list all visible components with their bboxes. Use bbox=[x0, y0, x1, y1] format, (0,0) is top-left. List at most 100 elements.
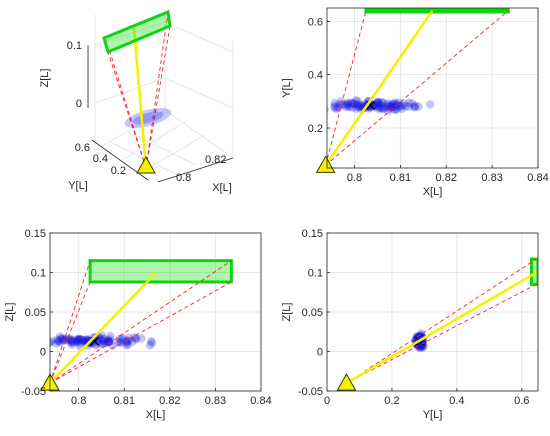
panel-xz-sample-point bbox=[61, 334, 70, 343]
panel-xz-sample-point bbox=[123, 340, 133, 350]
panel-xz-x-label: X[L] bbox=[146, 409, 166, 421]
panel-xz-x-tick-label: 0.8 bbox=[71, 395, 86, 407]
panel-xy-sample-point bbox=[384, 101, 393, 111]
panel-xy-sample-point bbox=[344, 102, 353, 112]
panel-xy-sample-point bbox=[353, 102, 362, 111]
panel-xz-sample-point bbox=[104, 337, 114, 347]
panel-xz-sample-point bbox=[66, 337, 75, 347]
panel-xz-sample-point bbox=[63, 334, 73, 343]
panel-xz-sample-point bbox=[115, 334, 124, 344]
panel-3d-sensor-marker bbox=[136, 155, 156, 174]
panel-xz-y-tick-label: 0.15 bbox=[25, 228, 46, 240]
panel-xy-sample-point bbox=[401, 101, 410, 111]
panel-xz-sample-point bbox=[75, 338, 84, 348]
panel-xz-sample-point bbox=[105, 337, 115, 347]
panel-yz-sample-point bbox=[418, 343, 428, 352]
panel-xy-sample-point bbox=[349, 99, 359, 109]
panel-yz-sample-point bbox=[418, 342, 427, 351]
panel-xz-ray bbox=[50, 260, 91, 384]
panel-xy-ray bbox=[327, 10, 509, 165]
panel-3d-view: 0.1 0 0.6 0.4 0.2 0.8 0.82 Z[L] Y[L] X[L… bbox=[39, 9, 234, 194]
panel-xz-sample-point bbox=[76, 335, 85, 344]
panel-xz-sample-point bbox=[50, 338, 55, 347]
panel-xz-sample-point bbox=[95, 334, 104, 344]
panel-xy-sample-point bbox=[369, 100, 378, 110]
panel-xy-sample-point bbox=[333, 102, 342, 111]
panel-xy-sample-point bbox=[337, 100, 347, 109]
panel-xz-sample-point bbox=[137, 334, 146, 343]
panel-xy-plot-area bbox=[327, 8, 510, 166]
panel-xy-sample-point bbox=[378, 98, 387, 107]
panel-xy-sample-point bbox=[330, 98, 340, 108]
panel-xy-sample-point bbox=[353, 97, 363, 106]
panel-xy-sample-point bbox=[404, 102, 413, 111]
panel-yz-ray bbox=[346, 258, 537, 384]
panel-xy-sample-point bbox=[414, 102, 423, 111]
panel-xz-sample-point bbox=[41, 337, 49, 345]
panel-xy-sample-point bbox=[385, 101, 395, 111]
panel-xz-x-tick-label: 0.84 bbox=[250, 395, 271, 407]
panel-xy-sample-point bbox=[426, 100, 435, 109]
panel-xy-sample-point bbox=[368, 101, 377, 111]
panel-xz-sample-point bbox=[70, 337, 80, 347]
panel-xz-sample-point bbox=[54, 336, 63, 346]
panel-3d-y-tick: 0.4 bbox=[93, 153, 108, 165]
panel-xz-sample-point bbox=[122, 340, 131, 350]
panel-xz-sample-point bbox=[105, 335, 115, 344]
panel-xy-sample-point bbox=[391, 105, 400, 114]
panel-xz-sample-point bbox=[104, 337, 113, 346]
panel-xz-sample-point bbox=[91, 341, 100, 350]
panel-xy-sample-point bbox=[397, 101, 406, 111]
panel-xy-sample-point bbox=[408, 99, 417, 108]
panel-xz-sample-point bbox=[98, 338, 107, 347]
panel-xy-sensor-marker bbox=[315, 155, 336, 173]
panel-3d-x-axis bbox=[157, 157, 234, 183]
panel-xz-y-tick-label: -0.05 bbox=[21, 386, 46, 398]
panel-xz-sample-point bbox=[108, 341, 117, 351]
panel-xy-sample-point bbox=[351, 104, 361, 113]
panel-xz-sample-point bbox=[55, 332, 65, 341]
panel-3d-ray bbox=[145, 11, 169, 169]
panel-xz-sample-point bbox=[106, 331, 115, 341]
panel-xy-sample-point bbox=[377, 101, 386, 110]
panel-xz-sample-point bbox=[99, 335, 108, 344]
panel-xy-sample-point bbox=[381, 102, 390, 112]
panel-xy-sample-point bbox=[410, 103, 420, 112]
panel-xz-ray bbox=[50, 281, 91, 384]
panel-xz-sample-point bbox=[102, 338, 112, 347]
panel-xz-samples bbox=[41, 330, 157, 351]
panel-xz-mean-marker bbox=[90, 336, 100, 346]
panel-xy-sample-point bbox=[386, 101, 396, 111]
panel-yz-x-tick-label: 0 bbox=[324, 395, 330, 407]
panel-xz-sample-point bbox=[92, 332, 101, 342]
panel-xz-sample-point bbox=[67, 338, 77, 347]
panel-xy-sample-point bbox=[374, 104, 383, 114]
panel-xy-sample-point bbox=[352, 100, 362, 110]
panel-3d-z-tick: 0.1 bbox=[67, 40, 82, 52]
panel-xz-sample-point bbox=[73, 336, 82, 346]
panel-xz-sample-point bbox=[74, 335, 84, 344]
panel-xy-sample-point bbox=[356, 100, 365, 109]
panel-xz-sample-point bbox=[79, 335, 88, 345]
panel-xz-sample-point bbox=[122, 337, 131, 347]
panel-xz-sample-point bbox=[73, 337, 83, 346]
panel-xy-x-tick-label: 0.8 bbox=[347, 172, 362, 184]
panel-xz-sample-point bbox=[56, 334, 65, 344]
panel-xy-mean-marker bbox=[366, 100, 376, 110]
panel-xz-sample-point bbox=[132, 334, 141, 343]
panel-xy-sample-point bbox=[357, 101, 366, 111]
panel-xy-x-tick-label: 0.81 bbox=[390, 172, 411, 184]
panel-xz-ray bbox=[50, 281, 232, 384]
panel-xz-sample-point bbox=[68, 338, 77, 347]
panel-yz-x-tick-label: 0.6 bbox=[514, 395, 529, 407]
panel-3d-ray bbox=[109, 51, 147, 169]
panel-xy-sample-point bbox=[334, 103, 343, 113]
panel-xz-target bbox=[88, 259, 233, 284]
panel-xy-sample-point bbox=[390, 105, 399, 114]
panel-xy-sample-point bbox=[391, 99, 401, 109]
panel-xz-sample-point bbox=[50, 336, 56, 346]
panel-xy-sample-point bbox=[343, 99, 352, 109]
panel-3d-x-tick: 0.8 bbox=[176, 172, 191, 184]
panel-xy-sample-point bbox=[378, 104, 388, 114]
